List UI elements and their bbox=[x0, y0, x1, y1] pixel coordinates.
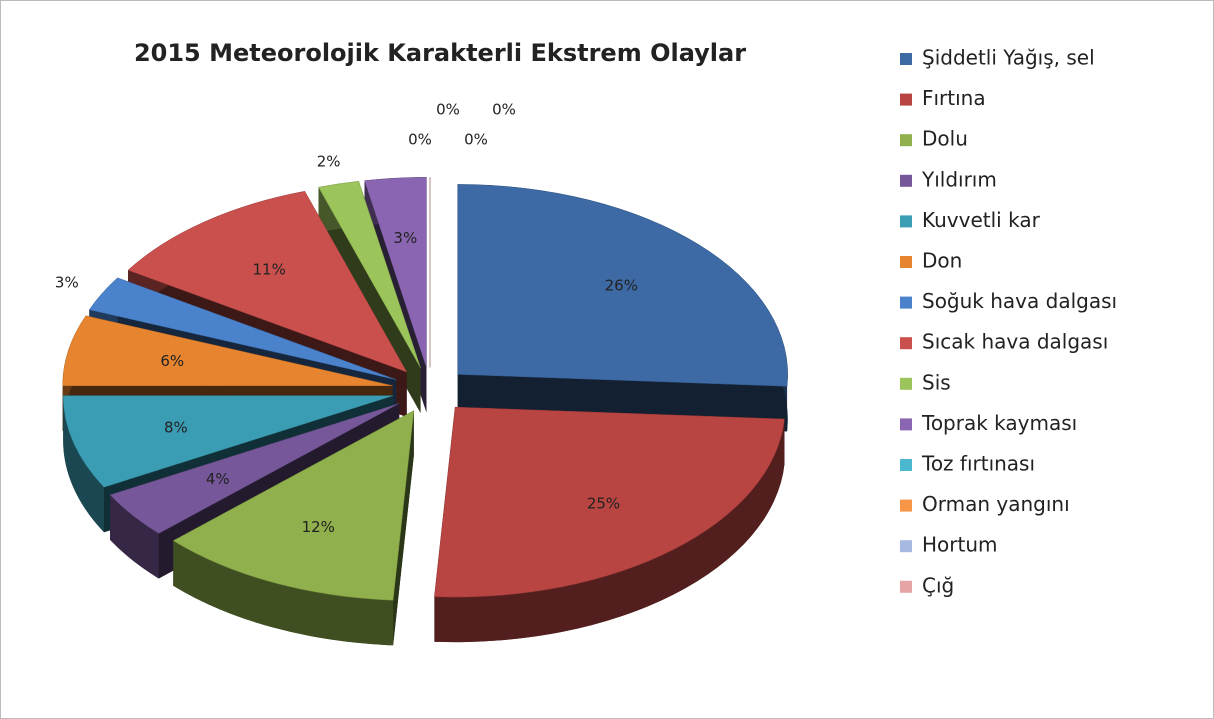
legend-swatch bbox=[900, 377, 912, 390]
slice bbox=[434, 406, 785, 643]
chart-title: 2015 Meteorolojik Karakterli Ekstrem Ola… bbox=[134, 39, 746, 67]
legend-label: Sıcak hava dalgası bbox=[922, 330, 1108, 354]
data-label: 12% bbox=[302, 518, 335, 536]
slice-top bbox=[62, 395, 394, 488]
legend-label: Orman yangını bbox=[922, 492, 1070, 516]
data-label: 0% bbox=[408, 131, 432, 149]
slice-top bbox=[109, 403, 400, 534]
slice bbox=[457, 184, 788, 432]
data-label: 0% bbox=[436, 101, 460, 119]
data-label: 4% bbox=[206, 470, 230, 488]
slice-top bbox=[434, 406, 785, 598]
legend-label: Soğuk hava dalgası bbox=[922, 289, 1117, 313]
data-label: 8% bbox=[164, 418, 188, 436]
data-label: 3% bbox=[55, 274, 79, 292]
legend-swatch bbox=[900, 418, 912, 431]
slice-wall bbox=[393, 410, 414, 646]
legend-swatch bbox=[900, 256, 912, 268]
slice-side bbox=[173, 540, 394, 646]
slice-top bbox=[172, 410, 415, 601]
data-label: 3% bbox=[393, 229, 417, 247]
slice-side bbox=[434, 419, 785, 643]
data-label: 0% bbox=[492, 101, 516, 119]
legend-swatch bbox=[900, 296, 912, 309]
data-label: 2% bbox=[317, 152, 341, 170]
legend-label: Don bbox=[922, 249, 962, 273]
data-label: 11% bbox=[253, 260, 286, 278]
legend-label: Dolu bbox=[922, 127, 968, 151]
legend-label: Sis bbox=[922, 370, 951, 394]
slice-top bbox=[88, 277, 397, 380]
legend-label: Yıldırım bbox=[921, 167, 997, 191]
slice-side bbox=[110, 494, 159, 579]
slice-top bbox=[364, 177, 427, 368]
slice bbox=[172, 410, 415, 646]
slice-side bbox=[63, 395, 105, 533]
data-label: 6% bbox=[160, 352, 184, 370]
legend-label: Şiddetli Yağış, sel bbox=[922, 46, 1095, 70]
data-label: 26% bbox=[605, 276, 638, 294]
legend-swatch bbox=[900, 540, 912, 553]
slice-top bbox=[62, 315, 393, 386]
legend-swatch bbox=[900, 215, 912, 228]
legend-label: Kuvvetli kar bbox=[922, 208, 1041, 232]
legend-swatch bbox=[900, 53, 912, 65]
legend-label: Toz fırtınası bbox=[921, 452, 1035, 476]
slice-top bbox=[127, 191, 408, 373]
legend-swatch bbox=[900, 174, 912, 187]
legend-label: Hortum bbox=[922, 533, 998, 557]
slice-top bbox=[318, 181, 421, 369]
legend-swatch bbox=[900, 459, 912, 471]
legend-label: Çığ bbox=[922, 573, 954, 597]
slice-top bbox=[457, 184, 788, 387]
legend-swatch bbox=[900, 580, 912, 593]
legend-label: Toprak kayması bbox=[921, 411, 1077, 435]
data-label: 0% bbox=[464, 131, 488, 149]
data-label: 25% bbox=[587, 495, 620, 513]
legend-swatch bbox=[900, 337, 912, 350]
legend-swatch bbox=[900, 134, 912, 147]
pie bbox=[62, 177, 788, 646]
legend-swatch bbox=[900, 93, 912, 106]
legend-swatch bbox=[900, 499, 912, 512]
legend-label: Fırtına bbox=[922, 86, 986, 110]
